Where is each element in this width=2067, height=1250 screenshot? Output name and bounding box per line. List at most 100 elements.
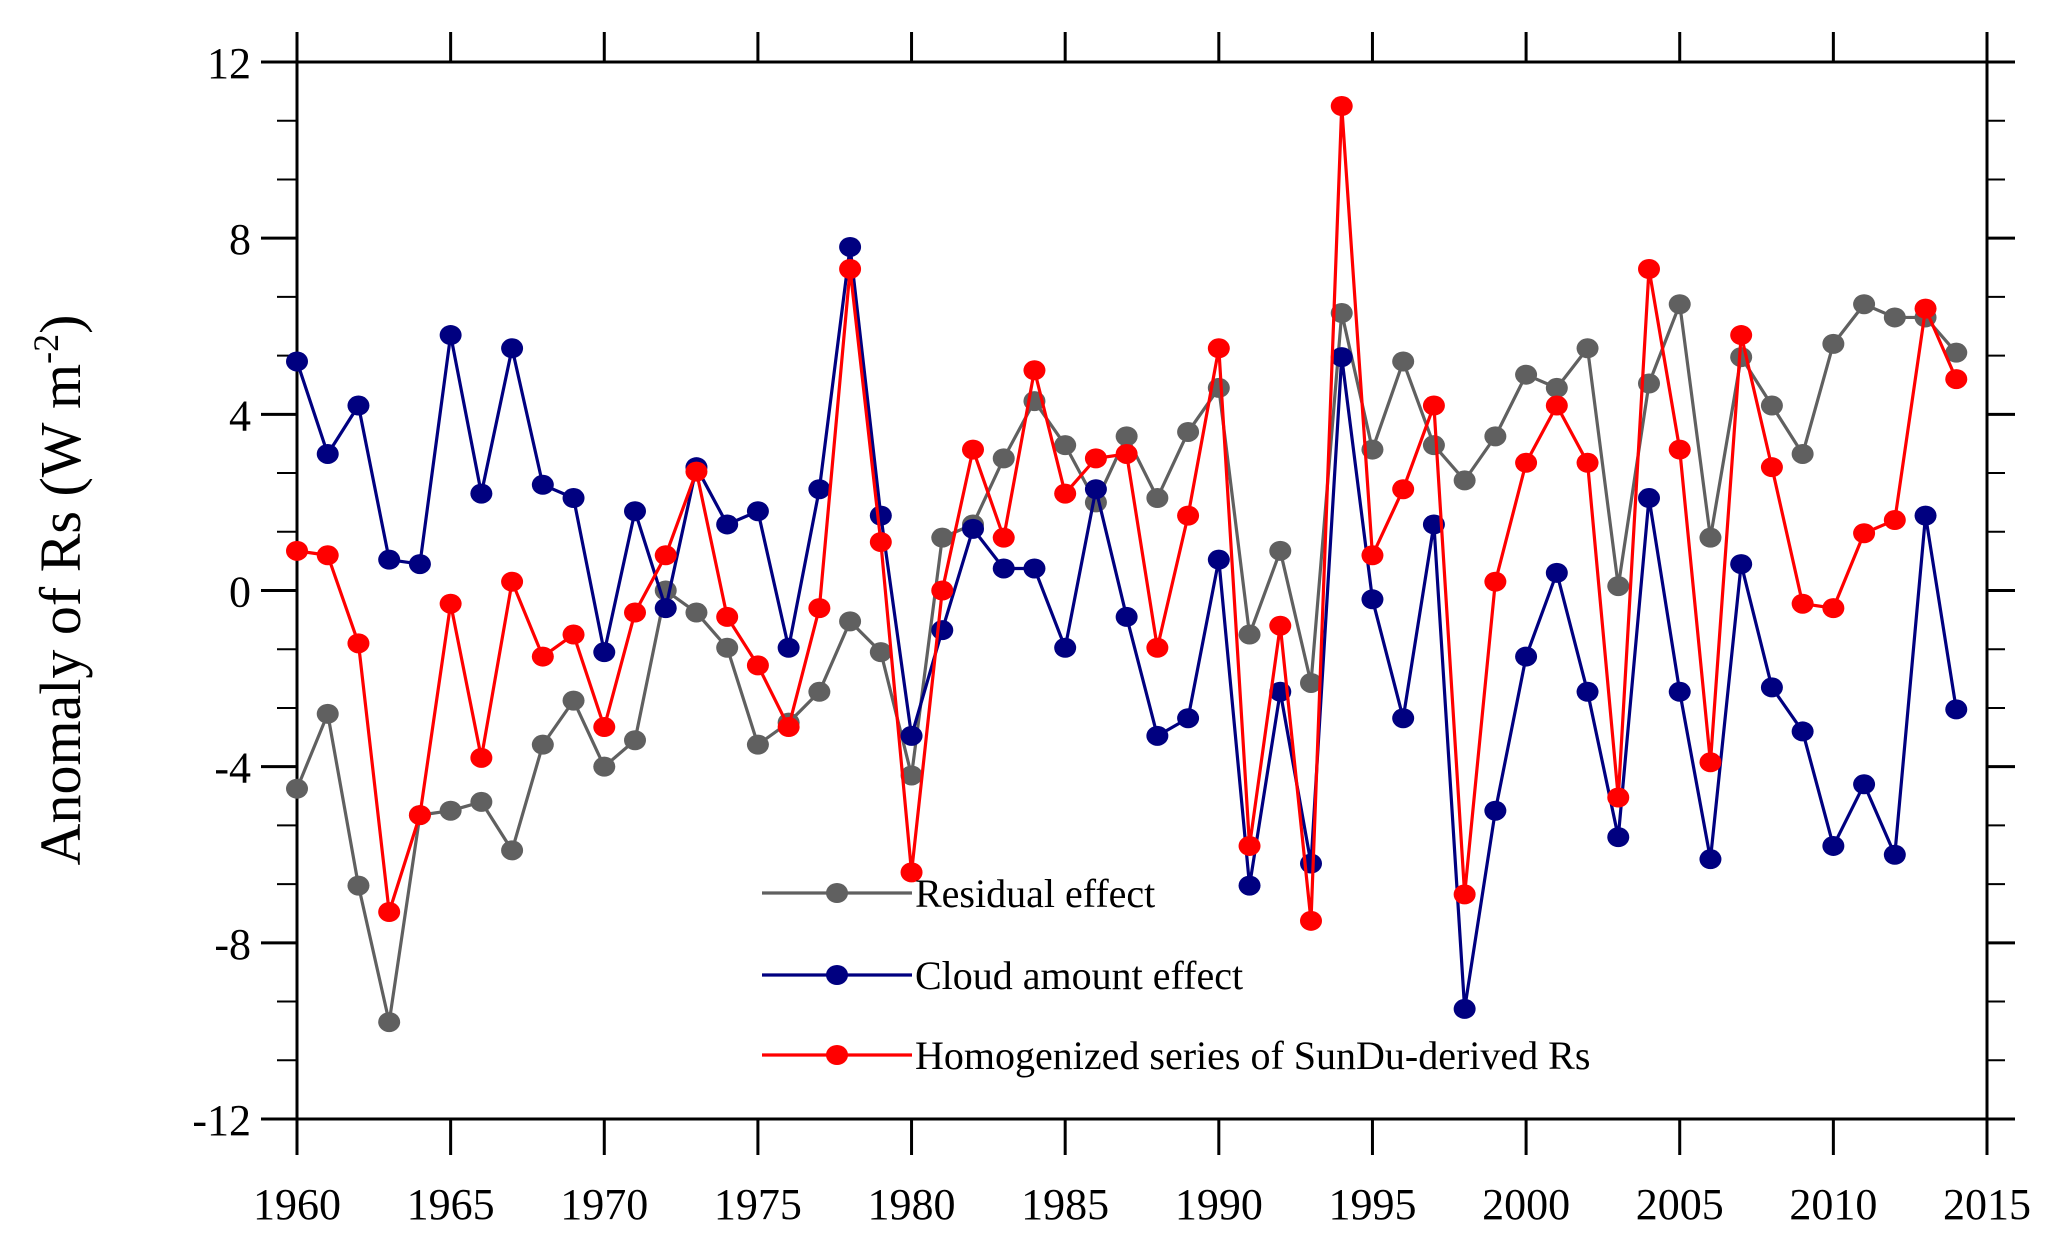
data-point	[1177, 421, 1200, 442]
data-point	[777, 717, 800, 738]
x-tick-label: 2000	[1482, 1180, 1570, 1229]
data-point	[1084, 448, 1107, 469]
data-point	[1238, 624, 1261, 645]
data-point	[808, 598, 831, 619]
data-point	[316, 703, 339, 724]
legend-marker	[826, 883, 848, 903]
data-point	[1545, 562, 1568, 583]
data-point	[1699, 849, 1722, 870]
data-point	[654, 598, 677, 619]
legend-entry: Cloud amount effect	[762, 953, 1243, 998]
data-point	[1883, 510, 1906, 531]
legend-label: Homogenized series of SunDu-derived Rs	[915, 1033, 1590, 1078]
y-tick-label: 8	[229, 215, 251, 264]
data-point	[777, 637, 800, 658]
y-tick-label: -8	[214, 920, 251, 969]
data-point	[1115, 426, 1138, 447]
y-tick-label: 4	[229, 391, 251, 440]
data-point	[839, 611, 862, 632]
data-point	[1822, 333, 1845, 354]
data-point	[1177, 708, 1200, 729]
data-point	[439, 325, 462, 346]
data-point	[1853, 294, 1876, 315]
data-point	[316, 545, 339, 566]
data-point	[685, 602, 708, 623]
data-point	[439, 800, 462, 821]
data-point	[1422, 514, 1445, 535]
axes: 1960 1965 1970 1975 1980 1985 1990 1995 2000 2005…	[192, 32, 2031, 1229]
y-axis-title-sup: -2	[26, 334, 66, 364]
data-point	[1576, 338, 1599, 359]
legend-marker	[826, 965, 848, 985]
data-point	[347, 633, 370, 654]
data-point	[1607, 787, 1630, 808]
data-point	[992, 527, 1015, 548]
data-point	[1054, 435, 1077, 456]
data-point	[869, 642, 892, 663]
data-point	[1054, 483, 1077, 504]
data-point	[1269, 615, 1292, 636]
data-point	[1330, 347, 1353, 368]
data-point	[1392, 351, 1415, 372]
data-point	[808, 681, 831, 702]
data-point	[1853, 523, 1876, 544]
data-point	[900, 765, 923, 786]
data-point	[470, 483, 493, 504]
data-point	[1330, 96, 1353, 117]
data-point	[931, 527, 954, 548]
data-point	[1699, 527, 1722, 548]
data-point	[1760, 677, 1783, 698]
y-axis-title-main: Anomaly of Rs (W m	[28, 364, 93, 866]
data-point	[1576, 452, 1599, 473]
data-point	[593, 756, 616, 777]
data-point	[1760, 457, 1783, 478]
data-point	[992, 448, 1015, 469]
data-point	[624, 602, 646, 623]
data-point	[1146, 637, 1169, 658]
data-point	[470, 791, 493, 812]
data-point	[869, 532, 892, 553]
data-point	[531, 734, 554, 755]
data-point	[1545, 395, 1568, 416]
data-point	[347, 395, 370, 416]
data-point	[624, 730, 646, 751]
data-point	[1945, 342, 1968, 363]
x-tick-label: 1970	[560, 1180, 648, 1229]
data-point	[286, 540, 308, 561]
data-point	[1730, 554, 1753, 575]
data-point	[1853, 774, 1876, 795]
data-point	[531, 646, 554, 667]
data-point	[1791, 443, 1814, 464]
data-point	[501, 840, 524, 861]
data-point	[1607, 827, 1630, 848]
data-point	[1146, 488, 1169, 509]
data-point	[869, 505, 892, 526]
data-point	[654, 545, 677, 566]
data-point	[1177, 505, 1200, 526]
x-tick-label: 1960	[253, 1180, 341, 1229]
data-point	[1638, 488, 1660, 509]
data-point	[685, 461, 708, 482]
data-point	[746, 501, 769, 522]
y-tick-label: -4	[214, 744, 251, 793]
data-point	[316, 443, 339, 464]
data-point	[562, 488, 585, 509]
data-point	[378, 1012, 401, 1033]
data-point	[1730, 325, 1753, 346]
data-point	[1822, 835, 1845, 856]
data-point	[1515, 364, 1538, 385]
data-point	[439, 593, 462, 614]
data-point	[1115, 443, 1138, 464]
data-point	[1545, 377, 1568, 398]
data-point	[1484, 571, 1507, 592]
series-homogenized-series-of-sundu-derived-rs	[286, 96, 1968, 931]
x-tick-label: 1965	[407, 1180, 495, 1229]
data-point	[1422, 395, 1445, 416]
data-point	[1945, 699, 1968, 720]
data-point	[1269, 540, 1292, 561]
data-point	[808, 479, 831, 500]
data-point	[408, 554, 431, 575]
y-tick-label: 0	[229, 568, 251, 617]
data-point	[1484, 426, 1507, 447]
data-point	[1699, 752, 1722, 773]
